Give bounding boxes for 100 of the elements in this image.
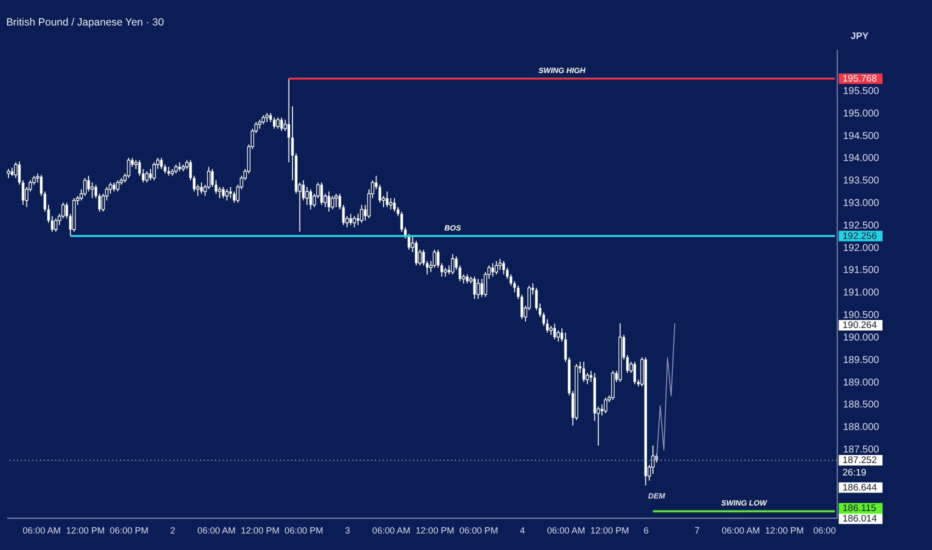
candlestick: [494, 260, 498, 275]
y-tick-label: 192.500: [842, 220, 880, 232]
y-tick-label: 191.500: [842, 265, 880, 276]
annotation: DEM: [648, 492, 666, 501]
x-tick-label: 12:00 PM: [590, 525, 630, 536]
candlestick: [152, 162, 156, 181]
candlestick: [535, 287, 538, 311]
candlestick: [288, 78, 290, 163]
x-tick-label: 6: [644, 525, 649, 536]
candlestick: [352, 216, 356, 228]
candlestick: [414, 240, 418, 266]
y-tick-label: 190.264: [842, 320, 877, 332]
y-tick-label: 188.500: [842, 400, 880, 411]
y-tick-label: 187.500: [842, 444, 880, 456]
candlestick: [450, 254, 454, 275]
y-tick-label: 192.256: [842, 230, 877, 242]
series-label: SWING HIGH: [538, 66, 586, 75]
x-tick-label: 06:00 PM: [284, 525, 324, 536]
candlestick: [491, 262, 494, 278]
y-tick-label: 186.115: [842, 503, 876, 514]
candlestick: [600, 404, 604, 416]
candlestick: [160, 157, 163, 170]
y-tick-label: 195.000: [842, 108, 880, 120]
text: JPY: [850, 30, 870, 42]
x-tick-label: 06:00 AM: [546, 525, 586, 536]
x-tick-label: 06:00 AM: [197, 525, 236, 536]
candlestick: [506, 267, 509, 280]
x-tick-label: 12:00 PM: [765, 525, 804, 536]
ref-line-label: 187.252: [842, 455, 877, 466]
candlestick: [232, 190, 236, 204]
y-tick-label: 186.014: [842, 514, 877, 525]
candlestick: [328, 190, 330, 212]
candlestick: [302, 180, 305, 201]
x-tick-label: 06:00 AM: [372, 525, 410, 536]
x-tick-label: 06:00 PM: [110, 525, 148, 536]
candlestick: [582, 361, 586, 382]
x-tick-label: 7: [694, 525, 700, 536]
x-tick-label: 12:00 PM: [416, 525, 454, 536]
candlestick: [476, 278, 480, 300]
candlestick: [502, 260, 505, 275]
x-tick-label: 06:00 PM: [459, 525, 498, 536]
candlestick: [334, 193, 338, 208]
candlestick: [516, 285, 520, 300]
candlestick: [374, 175, 378, 190]
candlestick: [126, 157, 130, 178]
candlestick: [116, 180, 120, 192]
candlestick: [349, 213, 352, 226]
candlestick: [40, 174, 43, 196]
y-tick-label: 190.000: [842, 332, 880, 344]
candlestick: [436, 249, 440, 268]
series-label: SWING LOW: [721, 498, 768, 508]
candlestick: [440, 262, 444, 278]
y-tick-label: 189.500: [842, 354, 880, 366]
y-tick-label: 193.000: [842, 198, 880, 209]
candlestick: [546, 318, 549, 334]
candlestick: [276, 117, 280, 130]
y-tick-label: 189.000: [842, 377, 880, 388]
candlestick: [65, 202, 68, 219]
y-tick-label: 186.644: [842, 482, 877, 494]
candlestick: [386, 190, 388, 208]
chart-title: British Pound / Japanese Yen · 30: [6, 18, 164, 29]
y-tick-label: 188.000: [842, 422, 880, 434]
candlestick: [498, 258, 502, 270]
line-series: [656, 322, 676, 461]
candlestick: [553, 323, 556, 340]
x-tick-label: 06:00 AM: [722, 525, 760, 536]
candlestick: [604, 397, 608, 414]
y-tick-label: 194.500: [842, 130, 880, 142]
candlestick: [200, 182, 203, 194]
x-tick-label: 06:00 AM: [22, 525, 61, 536]
candlestick: [360, 204, 364, 224]
y-tick-label: 195.768: [842, 73, 877, 84]
candlestick: [222, 186, 225, 199]
candlestick: [309, 188, 312, 210]
candlestick: [145, 170, 149, 183]
candlestick: [87, 175, 90, 192]
y-tick-label: 194.000: [842, 153, 880, 164]
candlestick: [633, 361, 636, 385]
candlestick: [400, 211, 404, 232]
x-tick-label: 2: [170, 525, 176, 536]
candlestick: [225, 188, 229, 201]
candlestick: [432, 249, 436, 268]
series-label: BOS: [444, 223, 461, 232]
x-tick-label: 3: [345, 525, 350, 536]
x-tick-label: 12:00 PM: [66, 525, 105, 536]
candlestick: [520, 294, 524, 320]
candlestick: [378, 184, 382, 204]
candlestick: [542, 312, 546, 326]
candlestick: [280, 117, 283, 132]
candlestick: [473, 276, 476, 300]
x-tick-label: 4: [520, 525, 525, 536]
candlestick: [54, 218, 58, 232]
candlestick: [320, 182, 323, 206]
y-tick-label: 191.000: [842, 288, 880, 299]
y-tick-label: 192.000: [842, 242, 880, 254]
candlestick: [272, 117, 276, 130]
candlestick: [480, 278, 484, 298]
x-tick-label: 06:00: [813, 525, 836, 536]
y-tick-label: 195.500: [842, 86, 880, 97]
y-tick-label: 190.500: [842, 310, 880, 322]
